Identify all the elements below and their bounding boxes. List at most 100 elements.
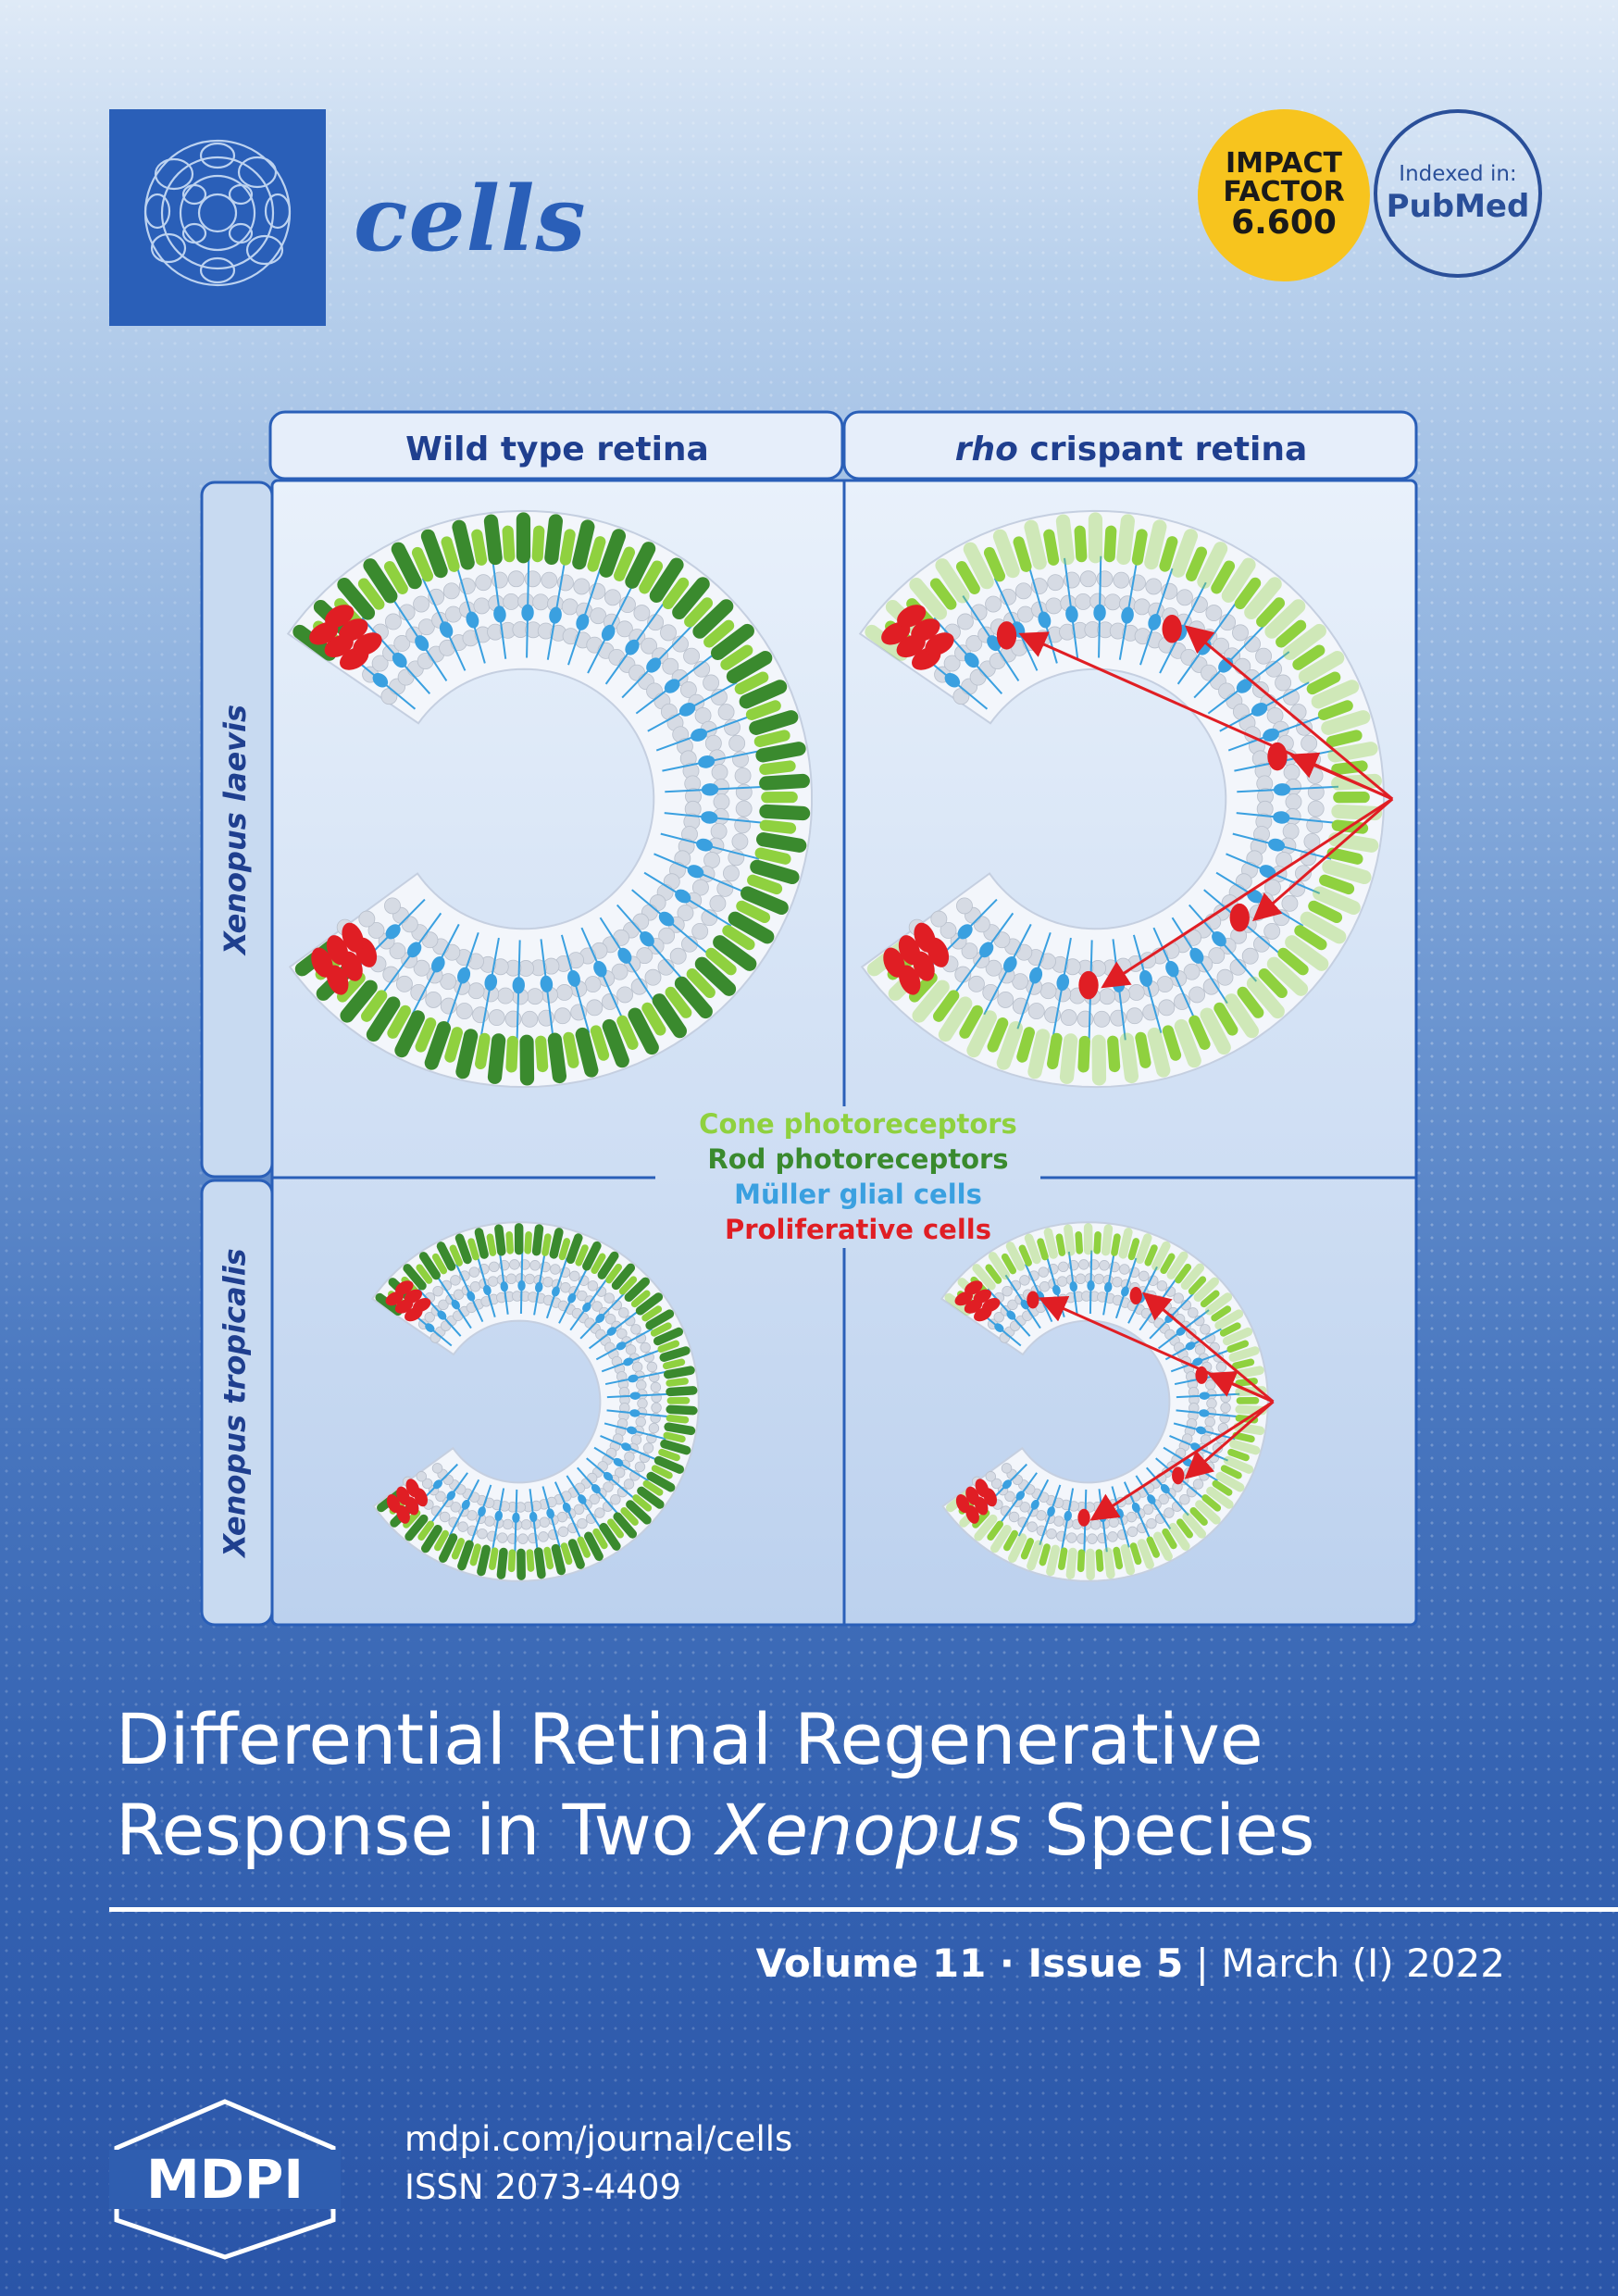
nuclear-cell [1283,764,1301,781]
nuclear-cell [691,922,709,940]
legend-proliferative: Proliferative cells [725,1214,991,1245]
column-label-crispant-text: crispant retina [1029,430,1308,468]
cone-photoreceptor [1232,1431,1255,1443]
nuclear-cell [635,1416,646,1428]
nuclear-cell [1058,1261,1069,1273]
nuclear-cell [1263,922,1281,940]
title-rule [109,1907,1618,1912]
issue-divider: | [1183,1940,1222,1986]
nuclear-cell [393,635,411,652]
nuclear-cell [1204,1416,1215,1428]
cone-photoreceptor [1306,671,1341,695]
proliferative-cell [954,1291,974,1306]
nuclear-cell [538,1531,549,1542]
muller-nucleus [1236,679,1252,693]
muller-nucleus [1273,783,1291,796]
cone-photoreceptor [524,1230,532,1254]
rod-photoreceptor [496,1547,508,1579]
journal-logo-mark [109,109,326,326]
pubmed-label: PubMed [1386,188,1530,225]
nuclear-cell [717,704,735,721]
cone-photoreceptor [955,561,980,594]
cone-photoreceptor [1160,1253,1176,1275]
muller-nucleus [1189,947,1204,964]
rod-photoreceptor [544,514,563,566]
nuclear-cell [557,1526,569,1538]
nuclear-cell [624,1451,635,1463]
cone-photoreceptor [1277,947,1309,976]
nuclear-cell [504,1010,522,1028]
nuclear-cell [940,922,957,939]
nuclear-cell [636,947,653,965]
nuclear-cell [623,1479,635,1490]
title-line-2: Response in Two Xenopus Species [116,1785,1560,1876]
nuclear-cell [509,1259,520,1270]
muller-nucleus [591,1484,601,1494]
nuclear-cell [1179,1493,1190,1505]
nuclear-cell [497,1532,508,1543]
rod-photoreceptor [1046,1544,1061,1577]
muller-nucleus [1121,1286,1129,1297]
muller-nucleus [1047,1506,1055,1517]
nuclear-cell [703,852,720,868]
nuclear-cell [358,910,376,928]
proliferative-cell [898,935,921,966]
proliferative-cell [975,1479,989,1498]
rod-photoreceptor [1151,1241,1171,1271]
nuclear-cell [542,1276,554,1288]
proliferative-cell [965,1504,979,1524]
nuclear-cell [532,593,550,611]
nuclear-cell [710,822,728,840]
nuclear-cell [556,1511,568,1523]
rod-photoreceptor [567,1539,585,1569]
proliferation-arrow [1288,752,1393,801]
muller-nucleus [1064,1510,1072,1522]
nuclear-cell [1164,1507,1175,1518]
cone-photoreceptor [620,1507,639,1526]
rod-photoreceptor [1221,557,1256,603]
rod-photoreceptor [1313,886,1361,916]
cone-photoreceptor [1331,760,1368,775]
nuclear-cell [1307,800,1325,817]
cone-photoreceptor [1043,529,1060,566]
journal-name: cells [354,167,587,271]
nuclear-cell [731,832,749,850]
muller-nucleus [1139,969,1152,987]
cone-photoreceptor [1001,1253,1017,1275]
cone-photoreceptor [451,1538,466,1560]
muller-nucleus [576,613,590,630]
nuclear-cell [421,1478,433,1490]
rod-photoreceptor [1008,1533,1027,1563]
muller-nucleus [567,1292,577,1304]
cone-photoreceptor [417,1520,434,1541]
nuclear-cell [709,894,727,912]
cone-photoreceptor [444,1027,463,1063]
nuclear-cell [1282,822,1300,840]
muller-nucleus [691,728,707,742]
rod-photoreceptor [713,935,757,971]
cone-photoreceptor [1235,1378,1258,1387]
muller-nucleus [1030,1499,1039,1510]
nuclear-cell [554,1007,571,1025]
proliferative-cell [925,632,954,655]
cone-photoreceptor [486,1233,497,1256]
muller-nucleus [457,967,471,984]
rod-photoreceptor [602,1018,629,1068]
cone-photoreceptor [929,578,957,610]
nuclear-cell [636,1379,647,1391]
muller-nucleus [664,679,680,693]
muller-nucleus [493,605,506,623]
rod-photoreceptor [739,680,788,709]
muller-nucleus [1015,1491,1026,1501]
rod-photoreceptor [454,1233,472,1265]
muller-nucleus [606,1327,616,1336]
nuclear-cell [1156,976,1174,993]
nuclear-cell [1108,1516,1119,1528]
nuclear-cell [1206,1398,1217,1409]
nuclear-cell [1241,947,1259,965]
cone-photoreceptor [985,1264,1002,1284]
legend-cone: Cone photoreceptors [699,1108,1017,1140]
nuclear-cell [1039,1281,1051,1292]
muller-nucleus [385,924,401,940]
muller-nucleus [483,1284,492,1296]
